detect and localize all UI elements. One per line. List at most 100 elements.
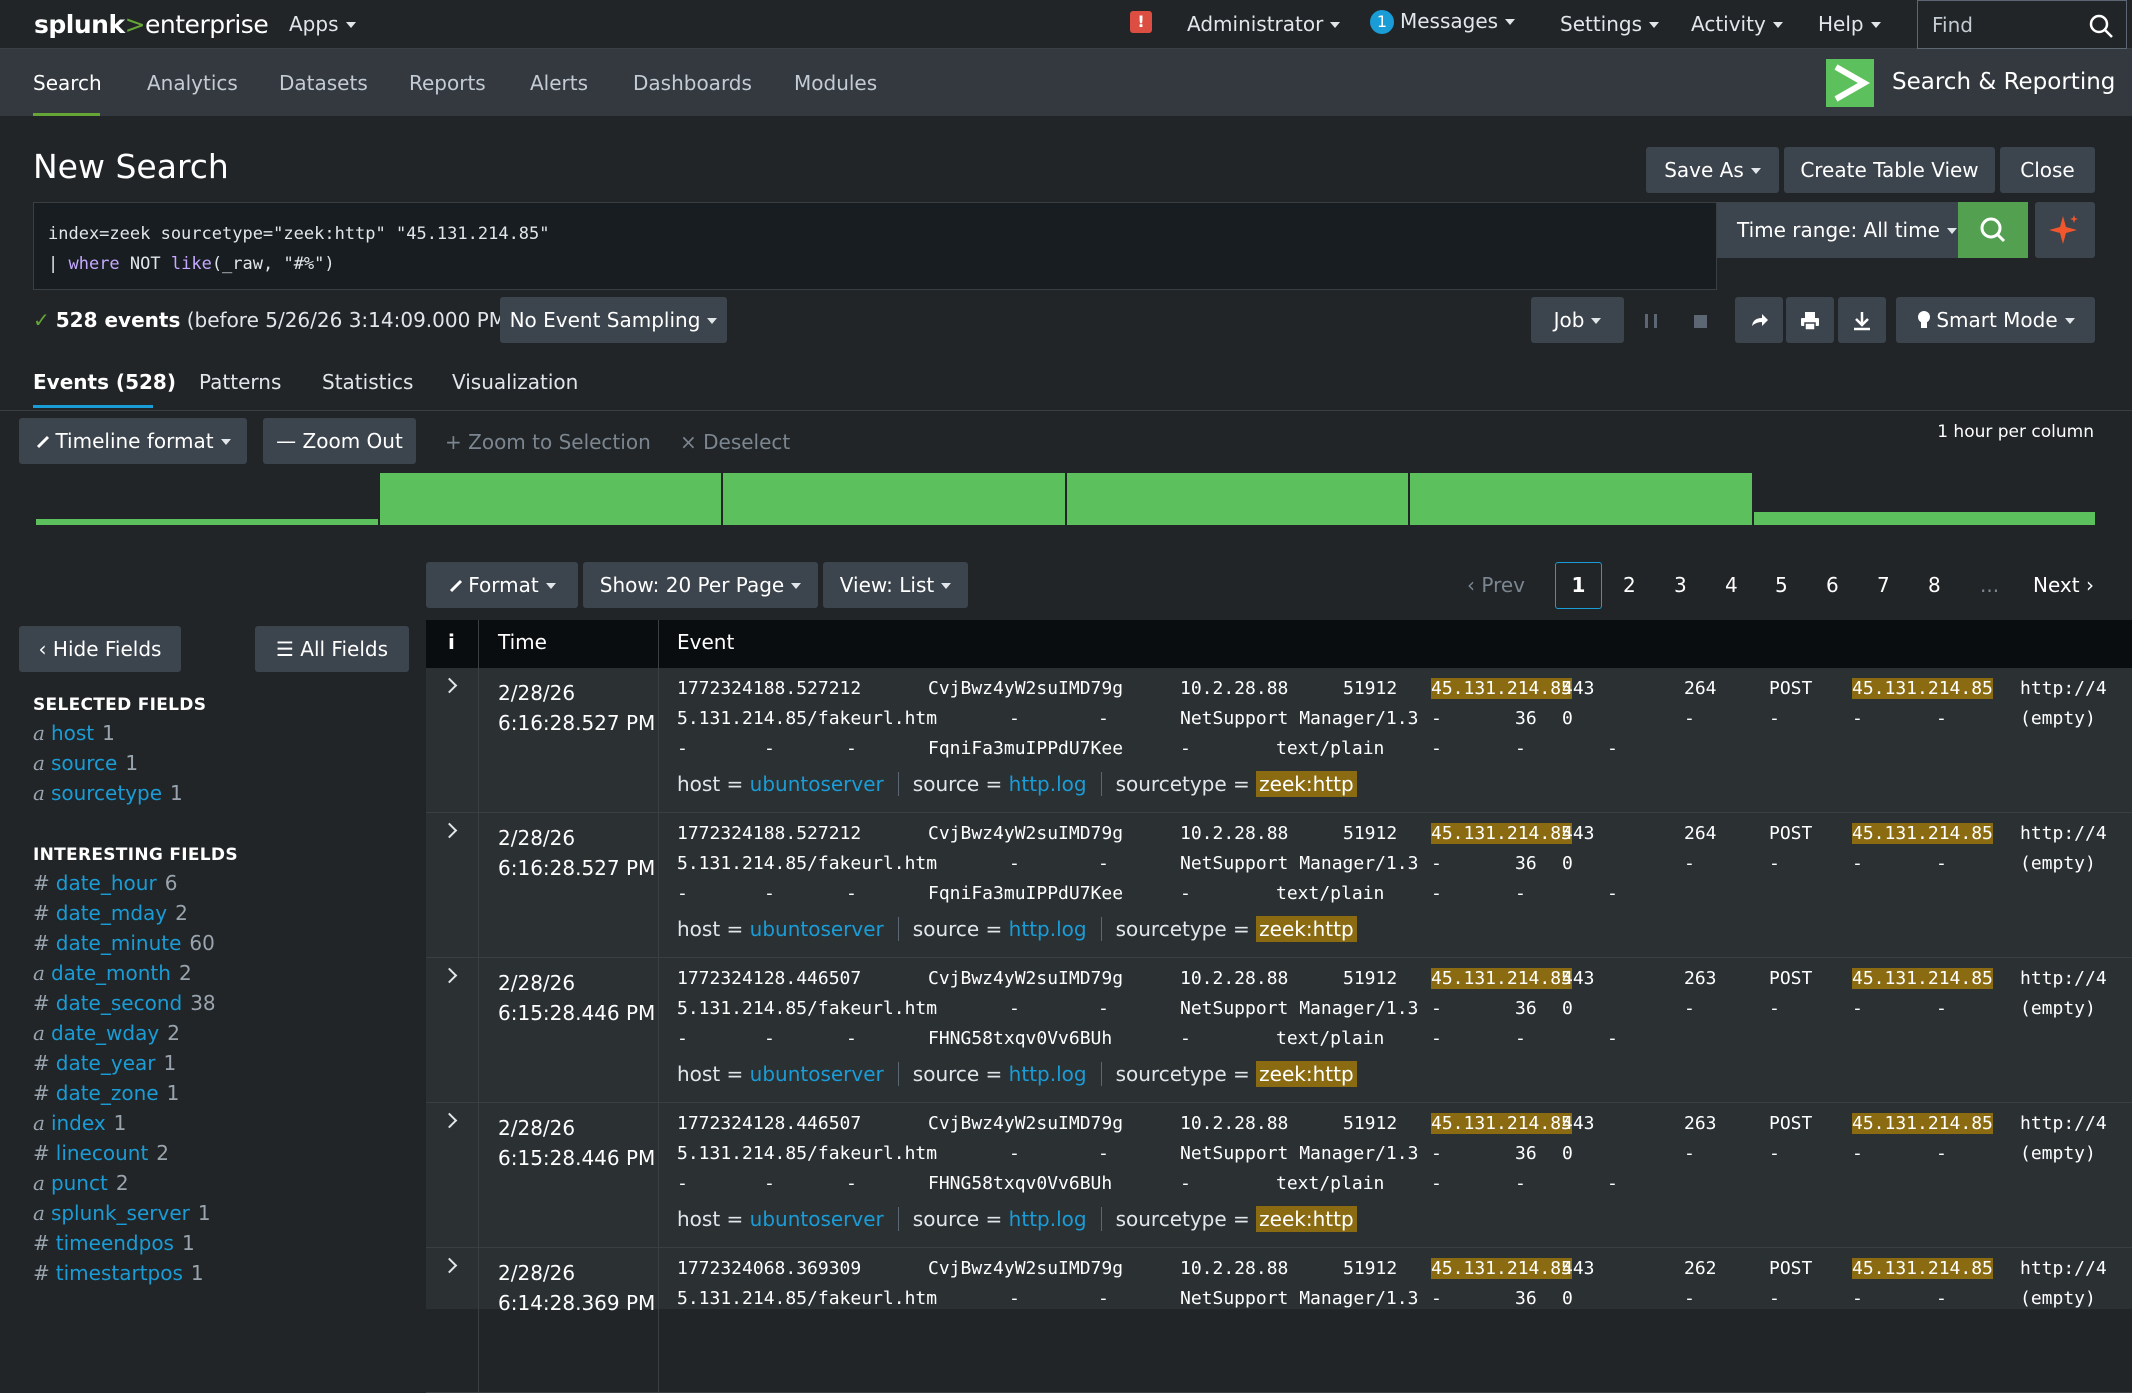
time-range-picker[interactable]: Time range: All time — [1717, 202, 1958, 258]
field-sourcetype[interactable]: a sourcetype 1 — [33, 781, 183, 805]
field-source[interactable]: a source 1 — [33, 751, 138, 775]
page-4-button[interactable]: 4 — [1725, 573, 1738, 597]
tab-alerts[interactable]: Alerts — [530, 71, 589, 95]
zoom-to-selection-button[interactable]: + Zoom to Selection — [445, 430, 651, 454]
tab-dashboards[interactable]: Dashboards — [633, 71, 752, 95]
apps-menu[interactable]: Apps — [289, 12, 356, 36]
expand-row-chevron-icon[interactable] — [441, 1112, 458, 1129]
expand-row-chevron-icon[interactable] — [441, 822, 458, 839]
field-index[interactable]: a index 1 — [33, 1111, 126, 1135]
col-time-header[interactable]: Time — [498, 630, 547, 654]
timeline-bar[interactable] — [1753, 512, 2095, 525]
tab-visualization[interactable]: Visualization — [452, 370, 579, 394]
page-1-button[interactable]: 1 — [1555, 562, 1602, 609]
expand-row-chevron-icon[interactable] — [441, 967, 458, 984]
sourcetype-value[interactable]: zeek:http — [1256, 771, 1357, 797]
tab-search[interactable]: Search — [33, 71, 102, 95]
field-splunk-server[interactable]: a splunk_server 1 — [33, 1201, 211, 1225]
print-button[interactable] — [1786, 297, 1834, 343]
field-date-minute[interactable]: # date_minute 60 — [33, 931, 215, 955]
field-timestartpos[interactable]: # timestartpos 1 — [33, 1261, 204, 1285]
source-value[interactable]: http.log — [1008, 1062, 1087, 1086]
field-linecount[interactable]: # linecount 2 — [33, 1141, 169, 1165]
next-page-button[interactable]: Next › — [2033, 573, 2094, 597]
find-input[interactable]: Find — [1917, 0, 2127, 49]
tab-analytics[interactable]: Analytics — [147, 71, 238, 95]
view-dropdown[interactable]: View: List — [823, 562, 968, 608]
save-as-button[interactable]: Save As — [1646, 147, 1779, 193]
stop-icon[interactable] — [1694, 315, 1707, 328]
share-button[interactable] — [1735, 297, 1783, 343]
host-value[interactable]: ubuntoserver — [749, 917, 884, 941]
source-value[interactable]: http.log — [1008, 772, 1087, 796]
host-value[interactable]: ubuntoserver — [749, 1062, 884, 1086]
alert-icon[interactable]: ! — [1130, 11, 1152, 33]
help-menu[interactable]: Help — [1818, 12, 1881, 36]
messages-menu[interactable]: 1 Messages — [1370, 9, 1516, 34]
field-host[interactable]: a host 1 — [33, 721, 115, 745]
zoom-out-button[interactable]: — Zoom Out — [263, 418, 416, 464]
timeline-bar[interactable] — [723, 473, 1065, 525]
expand-row-chevron-icon[interactable] — [441, 677, 458, 694]
source-value[interactable]: http.log — [1008, 1207, 1087, 1231]
timeline-format-button[interactable]: Timeline format — [19, 418, 247, 464]
format-button[interactable]: Format — [426, 562, 578, 608]
deselect-button[interactable]: × Deselect — [680, 430, 791, 454]
settings-menu[interactable]: Settings — [1560, 12, 1660, 36]
close-button[interactable]: Close — [2000, 147, 2095, 193]
field-date-year[interactable]: # date_year 1 — [33, 1051, 176, 1075]
search-query-input[interactable]: index=zeek sourcetype="zeek:http" "45.13… — [33, 202, 1717, 290]
all-fields-button[interactable]: ☰ All Fields — [255, 626, 409, 672]
tab-modules[interactable]: Modules — [794, 71, 878, 95]
export-button[interactable] — [1838, 297, 1886, 343]
splunk-logo[interactable]: splunk>enterprise — [34, 10, 269, 39]
search-mode-dropdown[interactable]: Smart Mode — [1896, 297, 2095, 343]
event-time[interactable]: 2/28/26 6:14:28.369 PM — [498, 1258, 655, 1318]
ai-assistant-button[interactable] — [2035, 202, 2095, 258]
search-submit-button[interactable] — [1958, 202, 2028, 258]
timeline-bar[interactable] — [36, 518, 378, 525]
app-name[interactable]: Search & Reporting — [1892, 69, 2116, 95]
sourcetype-value[interactable]: zeek:http — [1256, 1206, 1357, 1232]
timeline-bar[interactable] — [1410, 473, 1752, 525]
tab-patterns[interactable]: Patterns — [199, 370, 282, 394]
event-time[interactable]: 2/28/26 6:15:28.446 PM — [498, 1113, 655, 1173]
page-6-button[interactable]: 6 — [1826, 573, 1839, 597]
source-value[interactable]: http.log — [1008, 917, 1087, 941]
field-timeendpos[interactable]: # timeendpos 1 — [33, 1231, 195, 1255]
timeline-bar[interactable] — [379, 473, 721, 525]
page-2-button[interactable]: 2 — [1623, 573, 1636, 597]
search-icon[interactable] — [2088, 13, 2114, 39]
administrator-menu[interactable]: Administrator — [1187, 12, 1341, 36]
search-reporting-app-icon[interactable] — [1826, 59, 1874, 107]
prev-page-button[interactable]: ‹ Prev — [1467, 573, 1525, 597]
job-dropdown[interactable]: Job — [1531, 297, 1624, 343]
pause-icon[interactable] — [1645, 314, 1657, 328]
host-value[interactable]: ubuntoserver — [749, 772, 884, 796]
field-date-mday[interactable]: # date_mday 2 — [33, 901, 188, 925]
timeline-bar[interactable] — [1066, 473, 1408, 525]
event-time[interactable]: 2/28/26 6:15:28.446 PM — [498, 968, 655, 1028]
field-punct[interactable]: a punct 2 — [33, 1171, 129, 1195]
hide-fields-button[interactable]: ‹ Hide Fields — [19, 626, 181, 672]
tab-datasets[interactable]: Datasets — [279, 71, 368, 95]
host-value[interactable]: ubuntoserver — [749, 1207, 884, 1231]
tab-reports[interactable]: Reports — [409, 71, 486, 95]
expand-row-chevron-icon[interactable] — [441, 1257, 458, 1274]
field-date-hour[interactable]: # date_hour 6 — [33, 871, 177, 895]
field-date-wday[interactable]: a date_wday 2 — [33, 1021, 180, 1045]
activity-menu[interactable]: Activity — [1691, 12, 1783, 36]
event-time[interactable]: 2/28/26 6:16:28.527 PM — [498, 823, 655, 883]
event-time[interactable]: 2/28/26 6:16:28.527 PM — [498, 678, 655, 738]
sourcetype-value[interactable]: zeek:http — [1256, 916, 1357, 942]
sourcetype-value[interactable]: zeek:http — [1256, 1061, 1357, 1087]
page-8-button[interactable]: 8 — [1928, 573, 1941, 597]
per-page-dropdown[interactable]: Show: 20 Per Page — [583, 562, 818, 608]
field-date-month[interactable]: a date_month 2 — [33, 961, 192, 985]
tab-statistics[interactable]: Statistics — [322, 370, 414, 394]
page-7-button[interactable]: 7 — [1877, 573, 1890, 597]
page-5-button[interactable]: 5 — [1775, 573, 1788, 597]
event-sampling-dropdown[interactable]: No Event Sampling — [500, 297, 727, 343]
create-table-view-button[interactable]: Create Table View — [1784, 147, 1995, 193]
page-3-button[interactable]: 3 — [1674, 573, 1687, 597]
